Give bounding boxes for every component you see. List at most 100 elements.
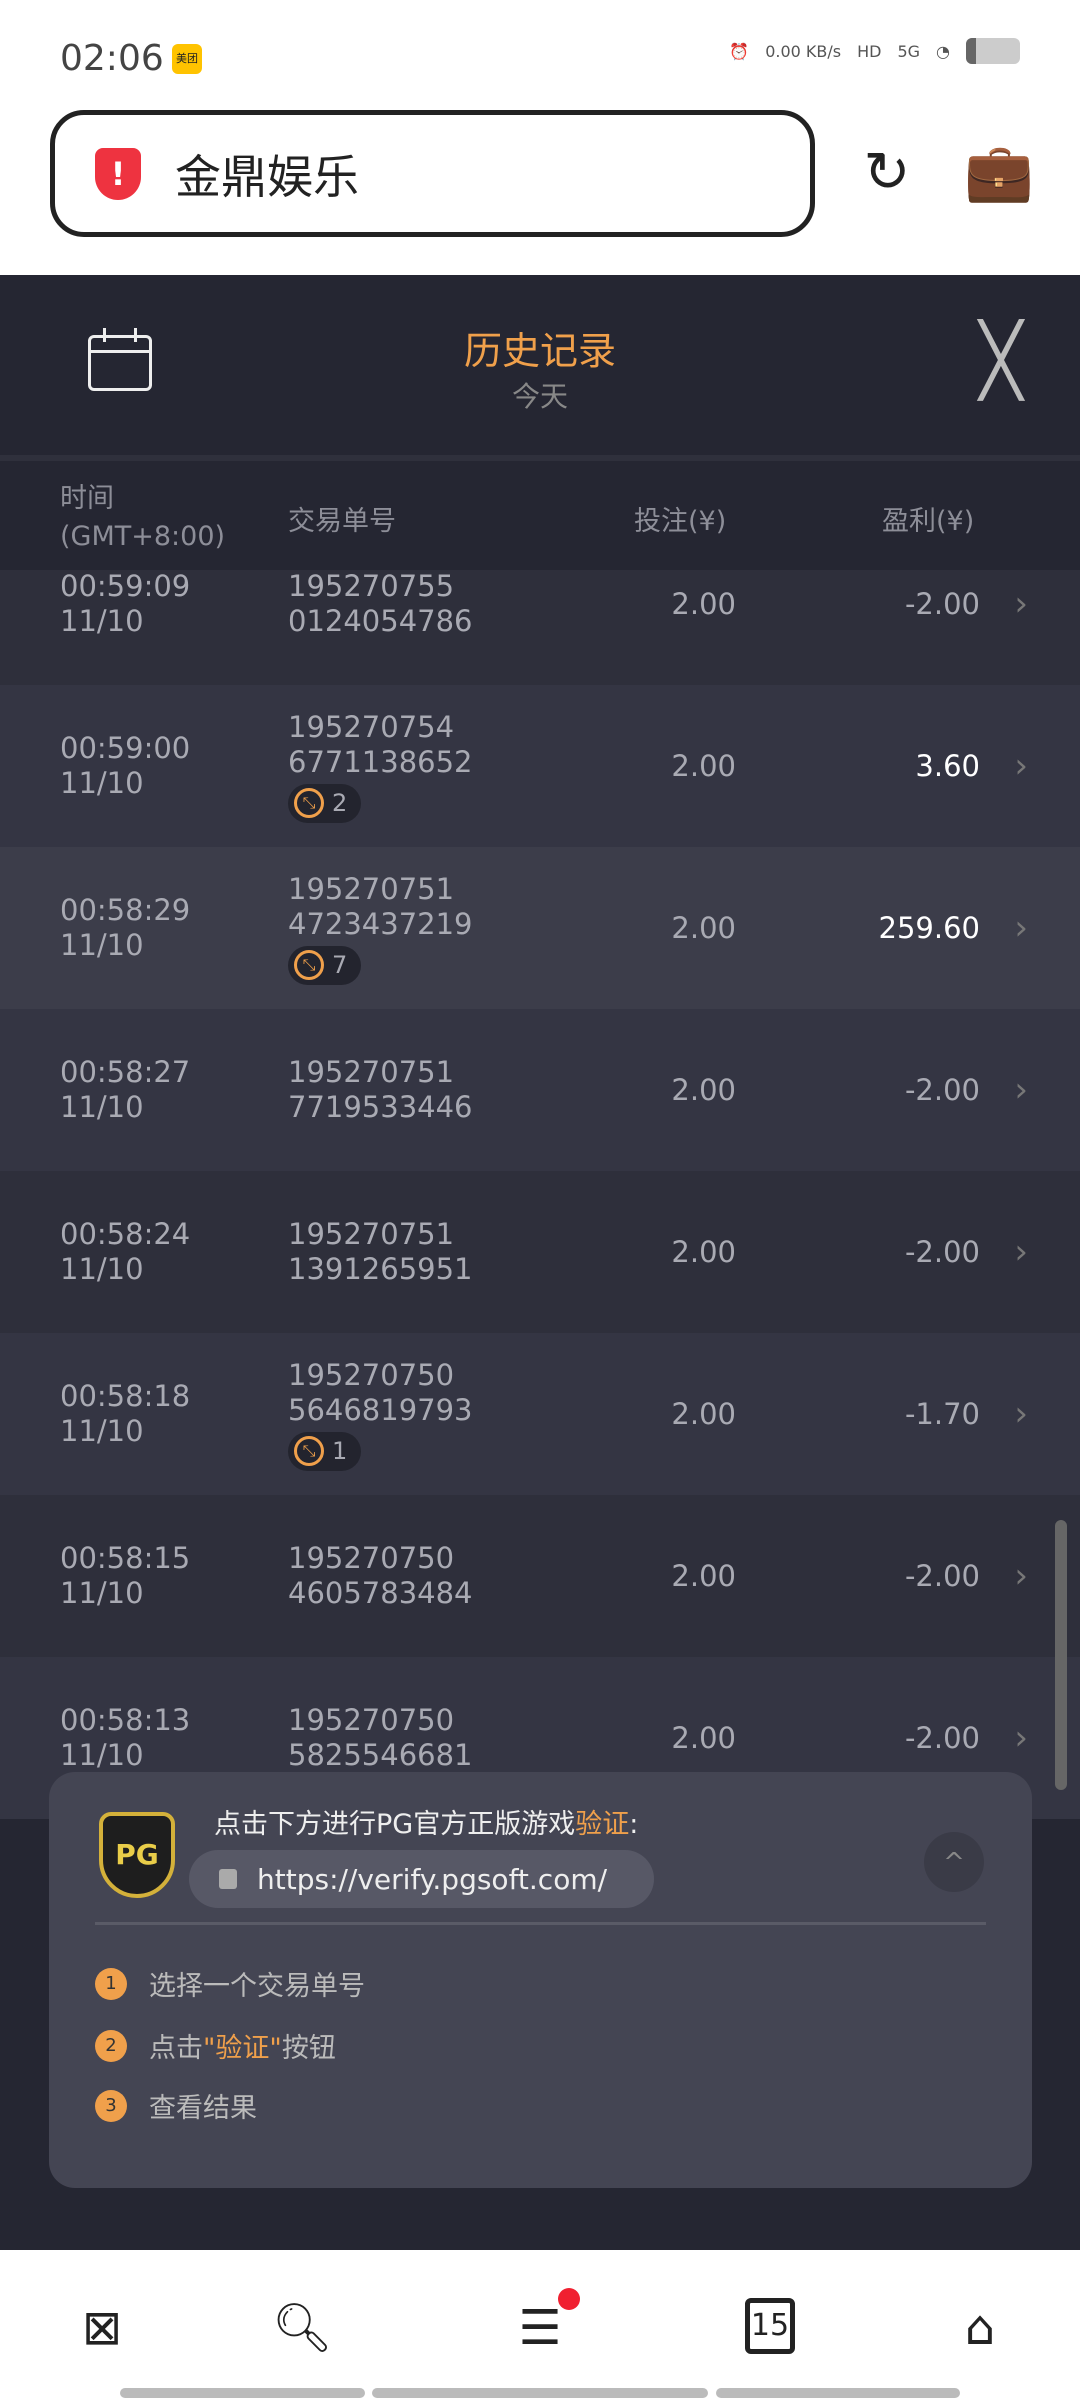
step-number: 3 bbox=[95, 2089, 127, 2122]
reload-icon[interactable]: ↻ bbox=[863, 140, 911, 205]
row-time: 00:59:09 11/10 bbox=[60, 570, 190, 639]
step-number: 1 bbox=[95, 1967, 127, 2000]
collapse-button[interactable]: ^ bbox=[924, 1832, 984, 1892]
chevron-right-icon[interactable]: › bbox=[1014, 1556, 1028, 1596]
txn-id-line2: 4605783484 bbox=[288, 1576, 473, 1610]
verify-url-link[interactable]: https://verify.pgsoft.com/ bbox=[189, 1850, 654, 1908]
step-3: 3 查看结果 bbox=[95, 2086, 257, 2125]
history-panel: 历史记录 今天 ╳ 时间 (GMT+8:00) 交易单号 投注(¥) 盈利(¥)… bbox=[0, 275, 1080, 2250]
signal-icon: 5G bbox=[897, 41, 921, 61]
txn-id-line2: 1391265951 bbox=[288, 1252, 473, 1286]
row-time: 00:58:27 11/10 bbox=[60, 1055, 190, 1125]
step-2: 2 点击 "验证" 按钮 bbox=[95, 2026, 336, 2065]
time: 00:58:13 bbox=[60, 1703, 191, 1737]
date: 11/10 bbox=[60, 1090, 144, 1124]
txn-id: 195270751 4723437219 ⤡ 7 bbox=[288, 872, 473, 985]
date: 11/10 bbox=[60, 928, 144, 962]
chevron-right-icon[interactable]: › bbox=[1014, 746, 1028, 786]
history-title: 历史记录 bbox=[463, 329, 616, 373]
profit-amount: 3.60 bbox=[915, 749, 980, 783]
time: 00:58:18 bbox=[60, 1379, 191, 1413]
menu-icon[interactable]: ☰ bbox=[510, 2288, 580, 2358]
time: 00:58:27 bbox=[60, 1055, 191, 1089]
col-txn: 交易单号 bbox=[288, 506, 396, 537]
msg-prefix: 点击下方进行PG官方正版游戏 bbox=[214, 1809, 576, 1840]
date: 11/10 bbox=[60, 766, 144, 800]
battery-icon bbox=[966, 38, 1020, 64]
scrollbar[interactable] bbox=[1055, 1520, 1067, 1790]
gesture-bar bbox=[372, 2388, 708, 2398]
col-profit: 盈利(¥) bbox=[882, 506, 975, 537]
divider bbox=[95, 1922, 986, 1925]
step-text: 按钮 bbox=[281, 2033, 336, 2064]
row-time: 00:59:00 11/10 bbox=[60, 731, 190, 801]
row-time: 00:58:18 11/10 bbox=[60, 1379, 190, 1449]
search-icon[interactable]: 🔍︎ bbox=[272, 2300, 333, 2356]
gesture-bar bbox=[120, 2388, 365, 2398]
table-row[interactable]: 00:58:24 11/10 195270751 1391265951 2.00 -… bbox=[0, 1171, 1080, 1333]
badge-count: 7 bbox=[332, 950, 348, 979]
txn-id: 195270755 0124054786 bbox=[288, 570, 473, 639]
row-time: 00:58:24 11/10 bbox=[60, 1217, 190, 1287]
verify-message: 点击下方进行PG官方正版游戏验证: bbox=[214, 1802, 638, 1841]
txn-id: 195270750 4605783484 bbox=[288, 1541, 473, 1611]
free-spin-icon: ⤡ bbox=[294, 950, 324, 980]
bet-amount: 2.00 bbox=[671, 1235, 736, 1269]
step-text: 点击 bbox=[149, 2033, 203, 2064]
txn-id-line1: 195270750 bbox=[288, 1703, 455, 1737]
time: 00:58:15 bbox=[60, 1541, 191, 1575]
step-highlight: "验证" bbox=[203, 2033, 282, 2064]
tabs-button[interactable]: 15 bbox=[745, 2298, 795, 2354]
txn-id-line2: 5646819793 bbox=[288, 1392, 473, 1427]
step-text: 选择一个交易单号 bbox=[149, 1971, 365, 2002]
date: 11/10 bbox=[60, 1414, 144, 1448]
chevron-right-icon[interactable]: › bbox=[1014, 908, 1028, 948]
close-tab-icon[interactable]: ⊠ bbox=[81, 2300, 123, 2356]
table-row[interactable]: 00:58:18 11/10 195270750 5646819793 ⤡ 1 2.00… bbox=[0, 1333, 1080, 1495]
profit-amount: -2.00 bbox=[904, 1235, 980, 1269]
txn-id-line2: 6771138652 bbox=[288, 744, 473, 779]
txn-id-line1: 195270751 bbox=[288, 1055, 455, 1089]
table-header: 时间 (GMT+8:00) 交易单号 投注(¥) 盈利(¥) bbox=[0, 455, 1080, 570]
chevron-right-icon[interactable]: › bbox=[1014, 1232, 1028, 1272]
free-spin-badge: ⤡ 1 bbox=[288, 1431, 362, 1471]
profit-amount: -2.00 bbox=[904, 587, 980, 621]
address-bar[interactable]: ! 金鼎娱乐 bbox=[50, 110, 815, 237]
bet-amount: 2.00 bbox=[671, 1397, 736, 1431]
table-row[interactable]: 00:58:27 11/10 195270751 7719533446 2.00 -… bbox=[0, 1009, 1080, 1171]
row-time: 00:58:29 11/10 bbox=[60, 893, 190, 963]
chevron-right-icon[interactable]: › bbox=[1014, 1070, 1028, 1110]
txn-id-line1: 195270751 bbox=[288, 1217, 455, 1251]
time: 00:58:29 bbox=[60, 893, 191, 927]
toolbox-icon[interactable]: 💼 bbox=[964, 140, 1034, 205]
table-row[interactable]: 00:59:00 11/10 195270754 6771138652 ⤡ 2 2.00… bbox=[0, 685, 1080, 847]
chevron-right-icon[interactable]: › bbox=[1014, 584, 1028, 624]
txn-id: 195270750 5646819793 ⤡ 1 bbox=[288, 1358, 473, 1471]
chevron-right-icon[interactable]: › bbox=[1014, 1718, 1028, 1758]
msg-suffix: : bbox=[629, 1809, 639, 1840]
calendar-icon[interactable] bbox=[88, 328, 152, 391]
step-number: 2 bbox=[95, 2029, 127, 2062]
close-icon[interactable]: ╳ bbox=[979, 319, 1022, 401]
notification-dot bbox=[558, 2288, 580, 2310]
bottom-nav: ⊠ 🔍︎ ☰ 15 ⌂ bbox=[0, 2250, 1080, 2400]
profit-amount: -1.70 bbox=[904, 1397, 980, 1431]
bet-amount: 2.00 bbox=[671, 749, 736, 783]
home-icon[interactable]: ⌂ bbox=[964, 2300, 996, 2356]
table-row[interactable]: 00:58:29 11/10 195270751 4723437219 ⤡ 7 2.00… bbox=[0, 847, 1080, 1009]
txn-id-line2: 0124054786 bbox=[288, 604, 473, 638]
clock: 02:06 bbox=[60, 38, 164, 79]
status-bar: 02:06 美团 ⏰ 0.00 KB/s HD 5G ◔ bbox=[0, 0, 1080, 100]
txn-id: 195270751 1391265951 bbox=[288, 1217, 473, 1287]
free-spin-icon: ⤡ bbox=[294, 788, 324, 818]
bet-amount: 2.00 bbox=[671, 911, 736, 945]
row-time: 00:58:13 11/10 bbox=[60, 1703, 190, 1773]
table-row[interactable]: 00:59:09 11/10 195270755 0124054786 2.00 -… bbox=[0, 570, 1080, 685]
chevron-right-icon[interactable]: › bbox=[1014, 1394, 1028, 1434]
profit-amount: -2.00 bbox=[904, 1559, 980, 1593]
table-row[interactable]: 00:58:15 11/10 195270750 4605783484 2.00 -… bbox=[0, 1495, 1080, 1657]
txn-id-line2: 7719533446 bbox=[288, 1090, 473, 1124]
free-spin-badge: ⤡ 7 bbox=[288, 945, 362, 985]
badge-count: 2 bbox=[332, 788, 348, 817]
step-1: 1 选择一个交易单号 bbox=[95, 1964, 365, 2003]
